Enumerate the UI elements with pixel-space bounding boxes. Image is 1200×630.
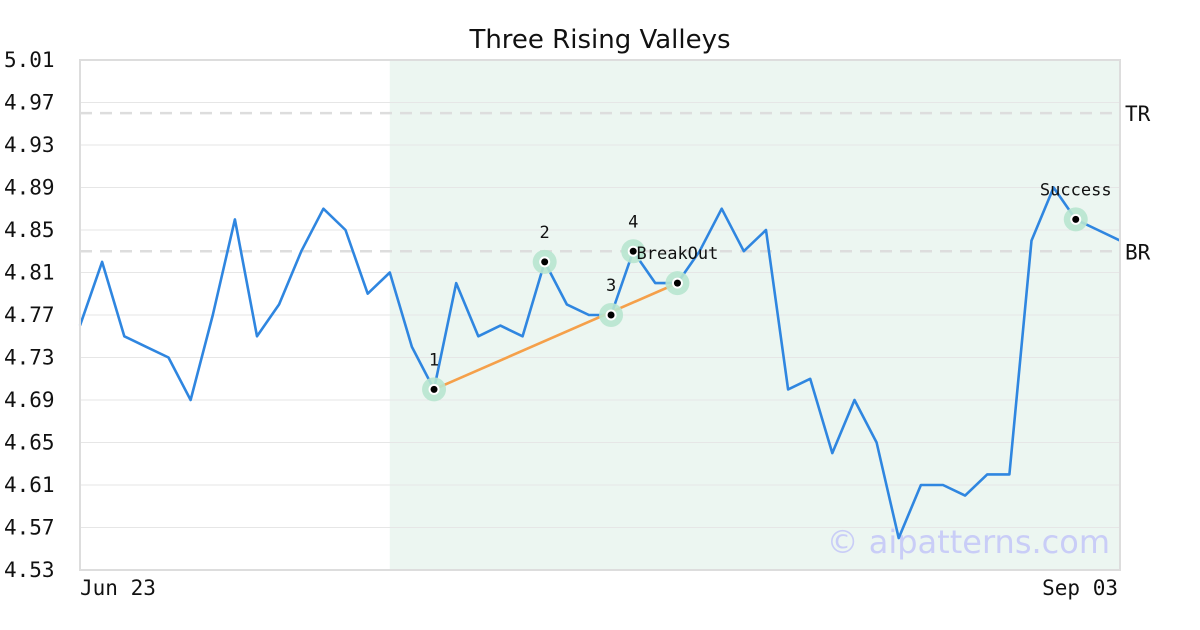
y-tick-label: 4.57 bbox=[4, 516, 55, 540]
point-label-3: 3 bbox=[606, 276, 616, 296]
y-tick-label: 4.81 bbox=[4, 261, 55, 285]
y-tick-label: 4.97 bbox=[4, 91, 55, 115]
marker-dot-2 bbox=[541, 258, 549, 266]
y-tick-label: 4.73 bbox=[4, 346, 55, 370]
marker-dot-1 bbox=[430, 385, 438, 393]
reference-label-br: BR bbox=[1125, 240, 1151, 264]
y-tick-label: 4.61 bbox=[4, 473, 55, 497]
trend-line bbox=[433, 281, 678, 391]
chart-title: Three Rising Valleys bbox=[468, 25, 730, 55]
point-label-success: Success bbox=[1040, 180, 1112, 200]
grid-lines bbox=[80, 102, 1120, 528]
y-axis-ticks: 5.01 4.97 4.93 4.89 4.85 4.81 4.77 4.73 4.69 4.65… bbox=[4, 48, 55, 582]
watermark: © aipatterns.com bbox=[827, 523, 1110, 561]
point-label-breakout: BreakOut bbox=[637, 244, 719, 264]
x-tick-label: Jun 23 bbox=[80, 576, 156, 600]
x-tick-label: Sep 03 bbox=[1042, 576, 1118, 600]
point-label-1: 1 bbox=[429, 350, 439, 370]
y-tick-label: 4.85 bbox=[4, 218, 55, 242]
y-tick-label: 4.89 bbox=[4, 176, 55, 200]
reference-label-tr: TR bbox=[1125, 102, 1151, 126]
reference-lines: TR BR bbox=[80, 102, 1151, 264]
y-tick-label: 4.53 bbox=[4, 558, 55, 582]
x-axis-ticks: Jun 23 Sep 03 bbox=[80, 576, 1118, 600]
y-tick-label: 5.01 bbox=[4, 48, 55, 72]
plot-frame bbox=[79, 59, 1121, 571]
point-label-4: 4 bbox=[628, 212, 638, 232]
marker-dot-4 bbox=[629, 247, 637, 255]
marker-dot-3 bbox=[607, 311, 615, 319]
y-tick-label: 4.93 bbox=[4, 133, 55, 157]
y-tick-label: 4.65 bbox=[4, 431, 55, 455]
point-label-2: 2 bbox=[540, 223, 550, 243]
marker-dot-success bbox=[1072, 215, 1080, 223]
marker-dot-breakout bbox=[673, 279, 681, 287]
pattern-markers: 1 2 3 4 BreakOut Success bbox=[422, 180, 1112, 402]
y-tick-label: 4.69 bbox=[4, 388, 55, 412]
y-tick-label: 4.77 bbox=[4, 303, 55, 327]
